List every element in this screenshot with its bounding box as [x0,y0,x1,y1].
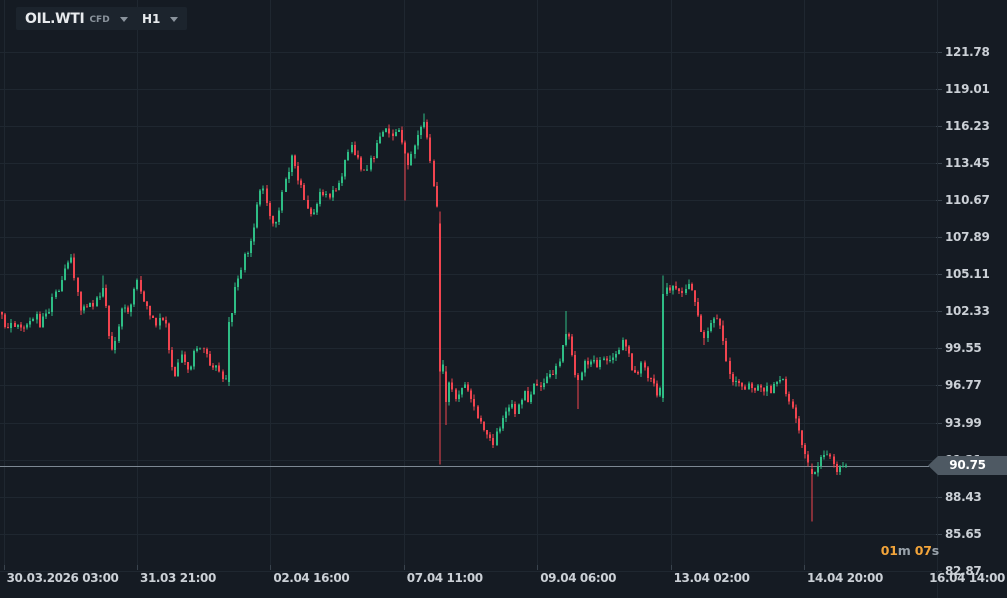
instrument-selector[interactable]: OIL.WTI CFD [16,7,137,30]
price-axis-label: 121.78 [945,44,990,59]
chevron-down-icon [119,16,128,22]
countdown-unit: m [897,543,915,558]
price-axis-label: 82.87 [945,563,982,578]
chart-header: OIL.WTI CFD H1 [0,0,1007,38]
price-axis-label: 107.89 [945,230,990,244]
price-axis-label: 116.23 [945,118,990,133]
price-axis-label: 110.67 [945,192,990,207]
time-axis-label: 31.03 21:00 [140,571,216,585]
time-axis-label: 09.04 06:00 [540,571,617,585]
candles [1,113,847,522]
chevron-down-icon [170,16,179,22]
current-price-badge: 90.75 [928,456,1007,475]
price-axis-label: 99.55 [945,341,982,356]
price-axis-label: 119.01 [945,81,990,96]
price-axis-label: 88.43 [945,489,982,504]
countdown-value: 07 [914,543,932,558]
candle-countdown: 01m 07s [881,543,939,558]
time-axis-label: 30.03.2026 03:00 [6,571,119,585]
time-axis-label: 13.04 02:00 [673,571,750,585]
grid [0,0,942,598]
price-axis-label: 85.65 [945,526,982,541]
timeframe-label: H1 [142,11,161,26]
price-axis-label: 105.11 [945,267,990,282]
current-price-value: 90.75 [949,458,986,472]
instrument-type-label: CFD [89,14,110,25]
time-axis-label: 16.04 14:00 [929,571,1005,585]
price-axis-label: 93.99 [945,415,982,430]
time-axis-label: 14.04 20:00 [807,571,883,585]
price-axis-label: 113.45 [945,155,990,170]
time-axis-label: 02.04 16:00 [273,571,350,585]
countdown-unit: s [931,543,939,558]
time-axis-label: 07.04 11:00 [406,571,483,585]
price-axis-label: 96.77 [945,378,982,393]
price-axis-label: 102.33 [945,304,990,319]
timeframe-selector[interactable]: H1 [133,7,188,30]
instrument-symbol: OIL.WTI [25,10,85,27]
countdown-value: 01 [880,543,898,558]
